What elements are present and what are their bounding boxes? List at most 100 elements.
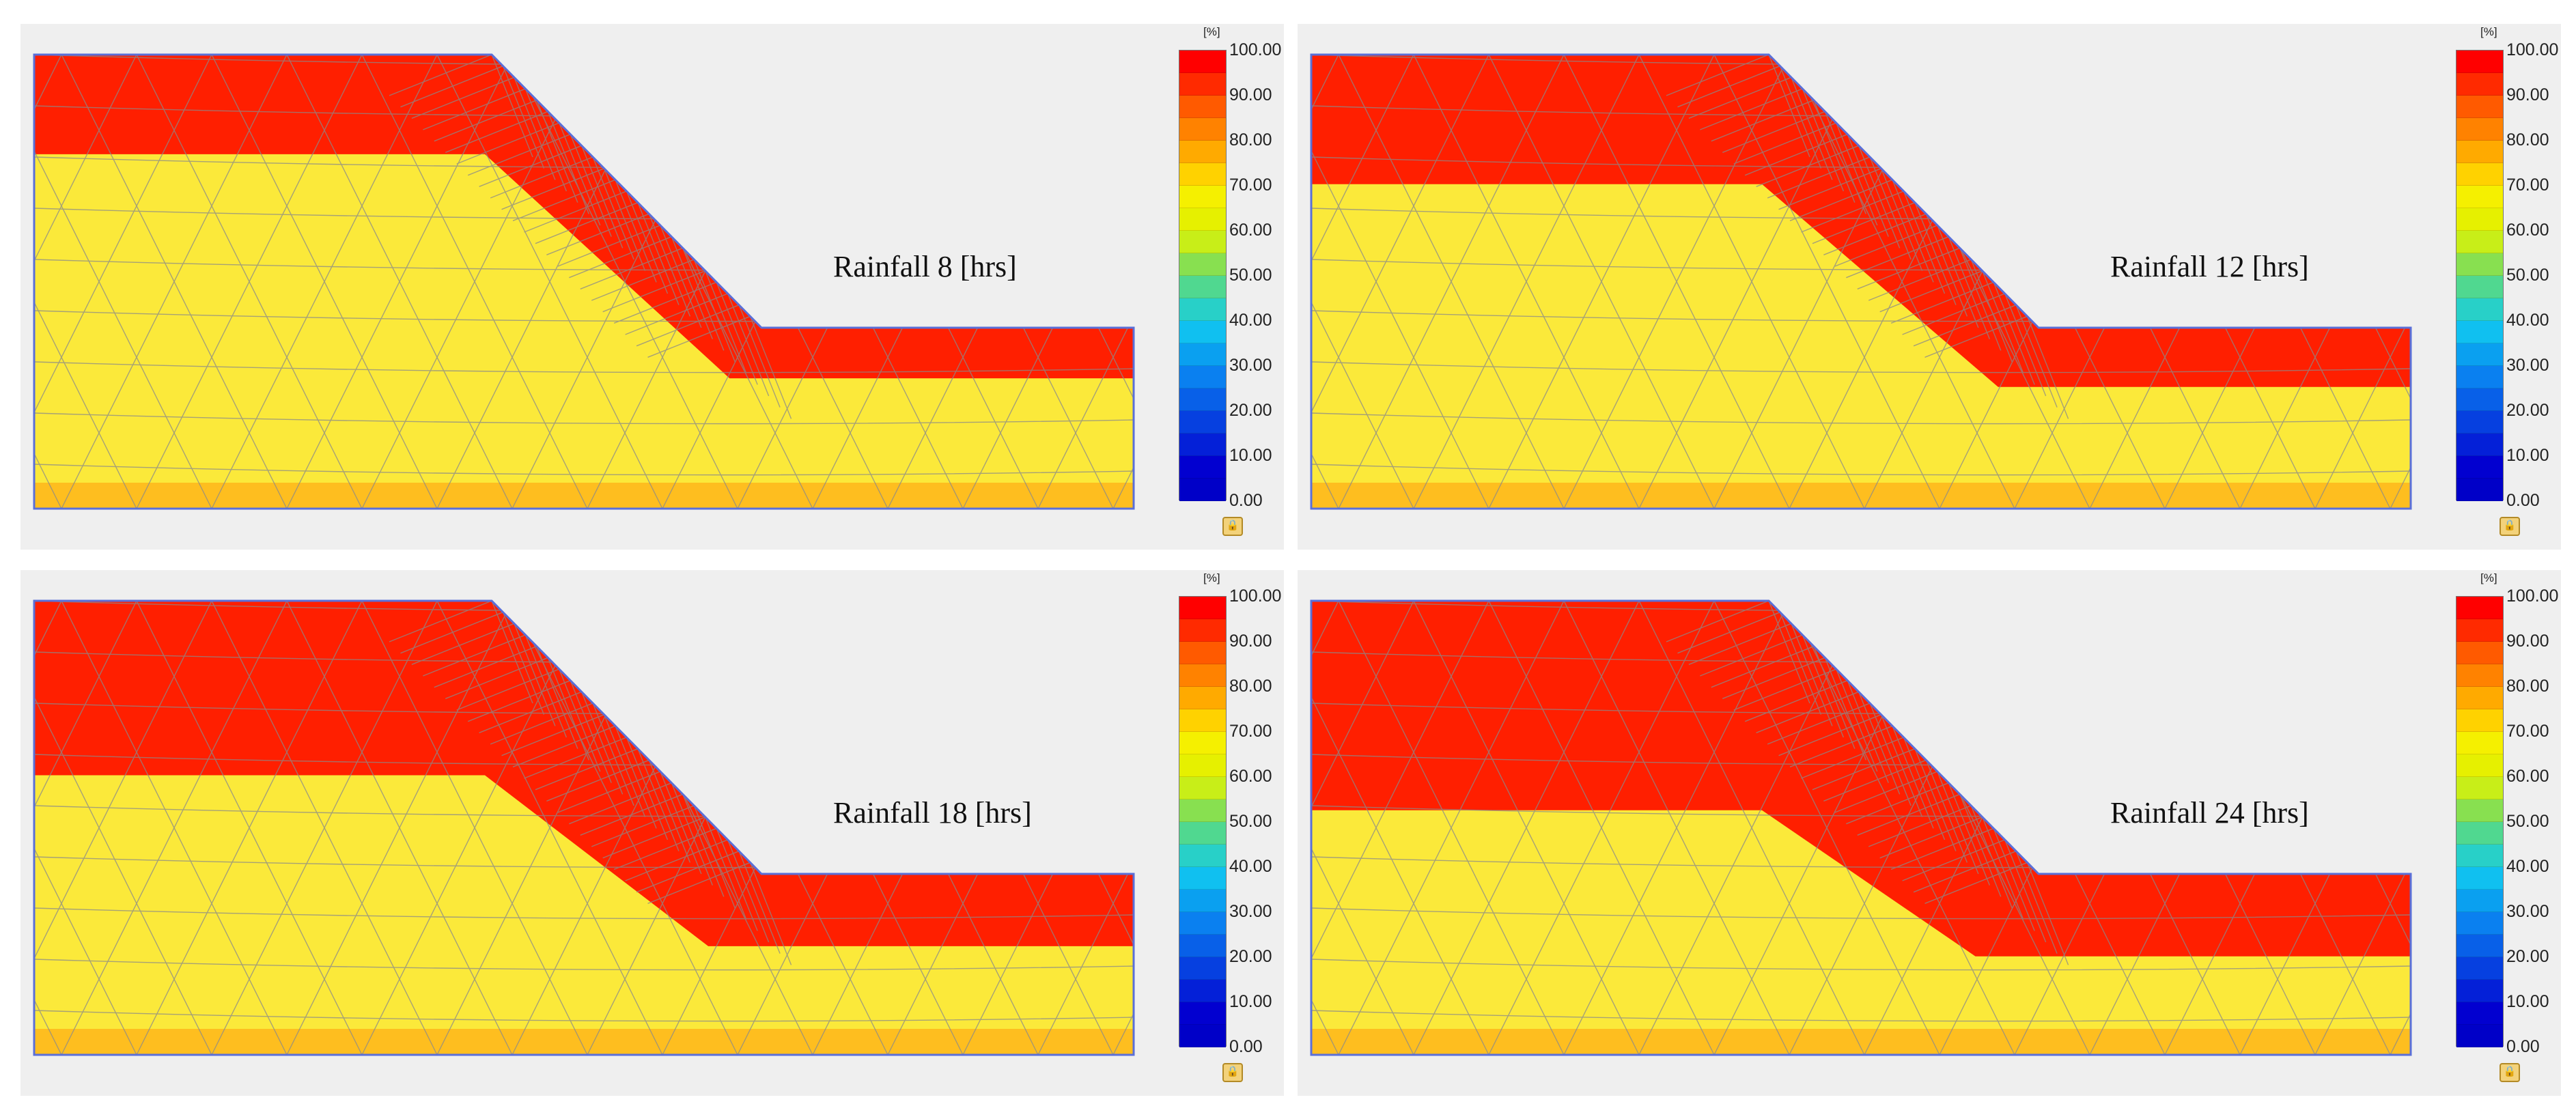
legend-tick: 80.00	[1229, 677, 1272, 696]
legend-swatch	[1179, 935, 1226, 957]
legend-swatch	[1179, 1002, 1226, 1025]
panel-label: Rainfall 8 [hrs]	[833, 250, 1017, 283]
legend-tick: 100.00	[1229, 40, 1282, 59]
legend-swatch	[1179, 799, 1226, 822]
base-band	[1311, 1029, 2411, 1055]
panel-label: Rainfall 12 [hrs]	[2110, 250, 2309, 283]
legend-tick: 90.00	[2506, 85, 2549, 104]
legend-swatch	[2456, 597, 2503, 619]
panel-rainfall-18: Rainfall 18 [hrs] [%] 100.00 90.00 80.00 70.…	[20, 570, 1284, 1096]
legend-tick: 30.00	[2506, 356, 2549, 375]
legend-swatch	[2456, 231, 2503, 253]
legend-swatch	[1179, 434, 1226, 456]
legend-swatch	[2456, 1025, 2503, 1047]
slope-boundary	[33, 599, 1135, 1056]
legend-swatch	[1179, 980, 1226, 1002]
saturated-zone	[34, 55, 1134, 379]
legend-swatch	[1179, 822, 1226, 845]
legend-tick: 40.00	[2506, 857, 2549, 876]
legend-tick: 50.00	[2506, 266, 2549, 285]
legend-swatch	[2456, 732, 2503, 754]
legend-swatch	[1179, 388, 1226, 411]
legend-tick: 0.00	[2506, 491, 2540, 510]
legend-tick: 50.00	[2506, 812, 2549, 831]
legend-swatch	[2456, 479, 2503, 501]
legend-tick: 80.00	[1229, 130, 1272, 150]
legend-tick: 70.00	[1229, 722, 1272, 741]
legend-tick: 100.00	[2506, 40, 2559, 59]
saturated-zone	[34, 601, 1134, 946]
legend-swatch	[2456, 1002, 2503, 1025]
legend-tick: 0.00	[1229, 491, 1263, 510]
legend-swatch	[1179, 163, 1226, 186]
legend-swatch	[1179, 890, 1226, 912]
base-band	[1311, 483, 2411, 509]
saturated-zone	[1311, 55, 2411, 387]
legend-tick: 40.00	[1229, 311, 1272, 330]
legend-swatch	[1179, 276, 1226, 298]
legend-swatch	[2456, 822, 2503, 845]
legend-tick: 90.00	[2506, 632, 2549, 651]
legend-swatch	[2456, 687, 2503, 709]
legend-tick: 20.00	[1229, 947, 1272, 966]
legend-tick: 10.00	[2506, 446, 2549, 465]
legend-tick: 20.00	[2506, 947, 2549, 966]
legend-swatch	[1179, 321, 1226, 343]
legend-tick: 0.00	[2506, 1037, 2540, 1056]
legend-swatch	[2456, 799, 2503, 822]
legend-swatch	[1179, 253, 1226, 276]
legend-tick: 50.00	[1229, 266, 1272, 285]
legend-swatch	[2456, 642, 2503, 664]
legend-swatch	[1179, 51, 1226, 73]
color-legend: [%] 100.00 90.00 80.00 70.00 60.00 50.00 40.00 3…	[2431, 570, 2561, 1096]
legend-swatch	[2456, 298, 2503, 321]
legend-tick: 10.00	[1229, 446, 1272, 465]
legend-swatch	[1179, 208, 1226, 231]
legend-swatch	[1179, 957, 1226, 980]
legend-swatch	[2456, 321, 2503, 343]
legend-swatch	[1179, 231, 1226, 253]
legend-tick: 90.00	[1229, 632, 1272, 651]
legend-swatch	[1179, 687, 1226, 709]
color-legend: [%] 100.00 90.00 80.00 70.00 60.00 50.00 40.00 3…	[2431, 24, 2561, 550]
panel-rainfall-8: Rainfall 8 [hrs] [%] 100.00 90.00 80.00 70.0…	[20, 24, 1284, 550]
legend-swatch	[2456, 957, 2503, 980]
legend-swatch	[1179, 96, 1226, 118]
legend-colorbar	[1179, 596, 1227, 1047]
legend-tick: 40.00	[2506, 311, 2549, 330]
legend-tick: 30.00	[2506, 902, 2549, 921]
legend-tick: 80.00	[2506, 130, 2549, 150]
legend-tick: 50.00	[1229, 812, 1272, 831]
lock-icon[interactable]: 🔒	[2500, 1063, 2520, 1082]
legend-swatch	[1179, 118, 1226, 141]
legend-swatch	[2456, 366, 2503, 388]
legend-swatch	[2456, 434, 2503, 456]
lock-icon[interactable]: 🔒	[1222, 1063, 1243, 1082]
legend-swatch	[1179, 664, 1226, 687]
legend-unit: [%]	[2480, 571, 2497, 584]
legend-swatch	[1179, 642, 1226, 664]
lock-icon[interactable]: 🔒	[2500, 517, 2520, 536]
legend-swatch	[1179, 298, 1226, 321]
legend-swatch	[2456, 96, 2503, 118]
legend-swatch	[1179, 912, 1226, 935]
legend-tick: 60.00	[2506, 221, 2549, 240]
base-band	[34, 483, 1134, 509]
slope-mesh	[33, 599, 1135, 1056]
legend-swatch	[2456, 208, 2503, 231]
legend-tick: 30.00	[1229, 902, 1272, 921]
legend-swatch	[1179, 777, 1226, 799]
legend-swatch	[2456, 141, 2503, 163]
legend-swatch	[2456, 664, 2503, 687]
panel-label: Rainfall 18 [hrs]	[833, 796, 1032, 830]
legend-tick: 10.00	[2506, 992, 2549, 1011]
color-legend: [%] 100.00 90.00 80.00 70.00 60.00 50.00 40.00 3…	[1154, 24, 1284, 550]
legend-tick: 0.00	[1229, 1037, 1263, 1056]
legend-tick: 70.00	[1229, 175, 1272, 195]
legend-swatch	[2456, 619, 2503, 642]
lock-icon[interactable]: 🔒	[1222, 517, 1243, 536]
legend-swatch	[2456, 867, 2503, 890]
legend-swatch	[1179, 597, 1226, 619]
legend-unit: [%]	[2480, 25, 2497, 38]
legend-swatch	[2456, 411, 2503, 434]
